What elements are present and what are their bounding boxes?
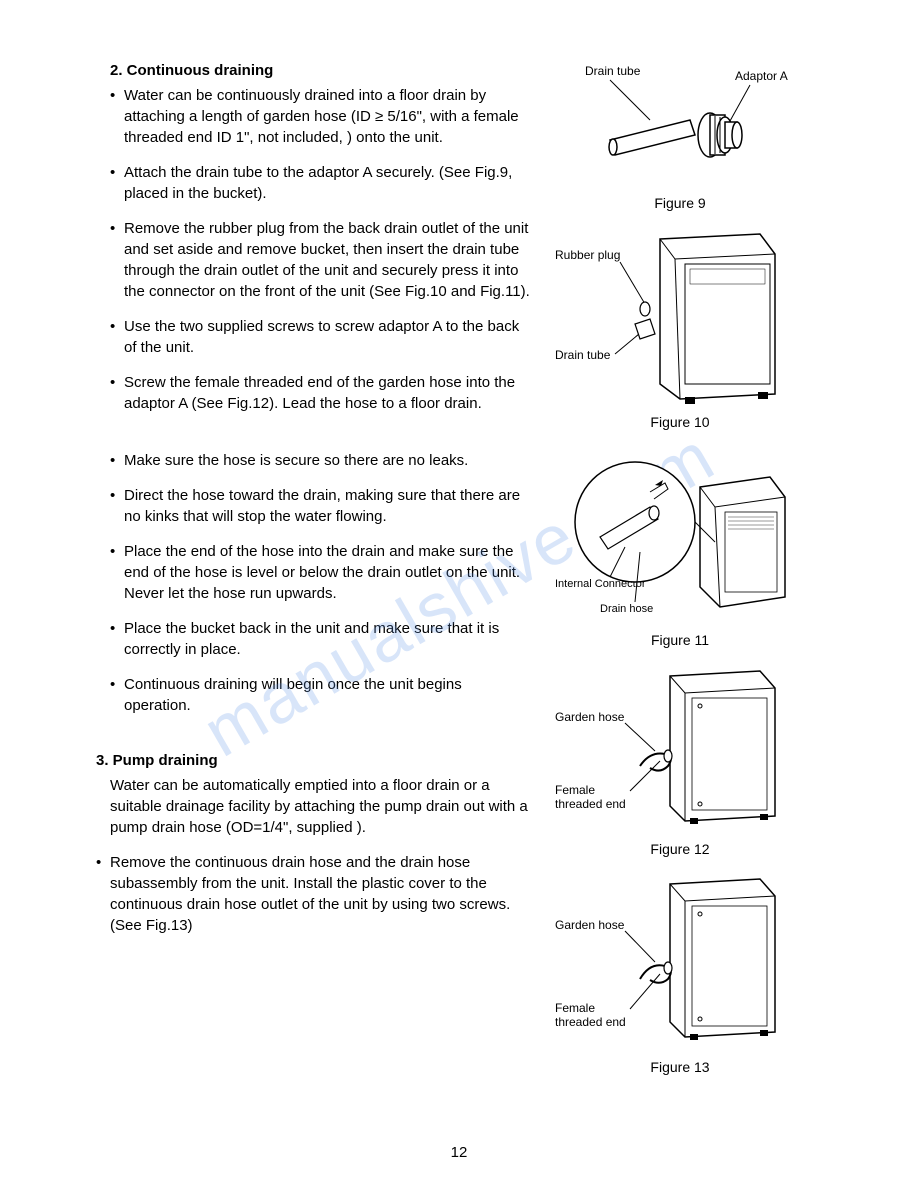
bullet-item: •Place the end of the hose into the drai…	[110, 541, 530, 604]
bullet-text: Attach the drain tube to the adaptor A s…	[124, 162, 530, 204]
fig13-label-end1: Female	[555, 1001, 595, 1015]
bullet-mark: •	[110, 218, 124, 302]
figure-11: Internal Connector Drain hose	[550, 447, 810, 651]
figure-9: Drain tube Adaptor A Figu	[550, 60, 810, 214]
bullet-item: •Make sure the hose is secure so there a…	[110, 450, 530, 471]
main-content: 2. Continuous draining •Water can be con…	[110, 60, 868, 1078]
fig12-caption: Figure 12	[550, 840, 810, 860]
bullet-mark: •	[110, 485, 124, 527]
bullet-item: •Direct the hose toward the drain, makin…	[110, 485, 530, 527]
bullet-text: Place the end of the hose into the drain…	[124, 541, 530, 604]
bullet-item: •Water can be continuously drained into …	[110, 85, 530, 148]
fig10-label-plug: Rubber plug	[555, 248, 620, 262]
bullet-mark: •	[110, 85, 124, 148]
figure10-svg: Rubber plug Drain tube	[550, 229, 790, 409]
bullet-text: Make sure the hose is secure so there ar…	[124, 450, 530, 471]
fig11-label-hose: Drain hose	[600, 603, 653, 615]
bullet-item: •Remove the rubber plug from the back dr…	[110, 218, 530, 302]
section3-heading: 3. Pump draining	[96, 750, 530, 771]
text-column: 2. Continuous draining •Water can be con…	[110, 60, 530, 1078]
bullet-text: Water can be continuously drained into a…	[124, 85, 530, 148]
fig11-caption: Figure 11	[550, 631, 810, 651]
figures-column: Drain tube Adaptor A Figu	[550, 60, 810, 1078]
bullet-text: Direct the hose toward the drain, making…	[124, 485, 530, 527]
bullet-item: •Remove the continuous drain hose and th…	[96, 852, 530, 936]
fig10-caption: Figure 10	[550, 413, 810, 433]
page-number: 12	[451, 1142, 468, 1163]
fig12-label-end2: threaded end	[555, 797, 626, 811]
section3-intro: Water can be automatically emptied into …	[110, 775, 530, 838]
bullet-text: Continuous draining will begin once the …	[124, 674, 530, 716]
bullet-text: Use the two supplied screws to screw ada…	[124, 316, 530, 358]
section2-heading: 2. Continuous draining	[110, 60, 530, 81]
fig9-caption: Figure 9	[550, 194, 810, 214]
bullet-mark: •	[110, 450, 124, 471]
bullet-mark: •	[110, 162, 124, 204]
bullet-text: Screw the female threaded end of the gar…	[124, 372, 530, 414]
bullet-text: Remove the rubber plug from the back dra…	[124, 218, 530, 302]
fig10-label-tube: Drain tube	[555, 348, 611, 362]
bullet-item: •Use the two supplied screws to screw ad…	[110, 316, 530, 358]
bullet-mark: •	[110, 316, 124, 358]
fig12-label-hose: Garden hose	[555, 710, 625, 724]
figure12-svg: Garden hose Female threaded end	[550, 666, 790, 836]
fig9-label-adaptor: Adaptor A	[735, 69, 788, 83]
fig13-label-hose: Garden hose	[555, 918, 625, 932]
bullet-mark: •	[110, 372, 124, 414]
bullet-item: •Continuous draining will begin once the…	[110, 674, 530, 716]
fig12-label-end1: Female	[555, 783, 595, 797]
bullet-text: Place the bucket back in the unit and ma…	[124, 618, 530, 660]
fig13-caption: Figure 13	[550, 1058, 810, 1078]
bullet-item: •Place the bucket back in the unit and m…	[110, 618, 530, 660]
bullet-item: •Screw the female threaded end of the ga…	[110, 372, 530, 414]
bullet-item: •Attach the drain tube to the adaptor A …	[110, 162, 530, 204]
bullet-mark: •	[96, 852, 110, 936]
figure-13: Garden hose Female threaded end	[550, 874, 810, 1078]
fig9-label-tube: Drain tube	[585, 64, 641, 78]
bullet-mark: •	[110, 541, 124, 604]
figure9-svg: Drain tube Adaptor A	[550, 60, 790, 190]
bullet-mark: •	[110, 674, 124, 716]
bullet-text: Remove the continuous drain hose and the…	[110, 852, 530, 936]
figure-10: Rubber plug Drain tube	[550, 229, 810, 433]
bullet-mark: •	[110, 618, 124, 660]
fig13-label-end2: threaded end	[555, 1015, 626, 1029]
figure-12: Garden hose Female threaded end	[550, 666, 810, 860]
figure13-svg: Garden hose Female threaded end	[550, 874, 790, 1054]
figure11-svg: Internal Connector Drain hose	[550, 447, 790, 627]
